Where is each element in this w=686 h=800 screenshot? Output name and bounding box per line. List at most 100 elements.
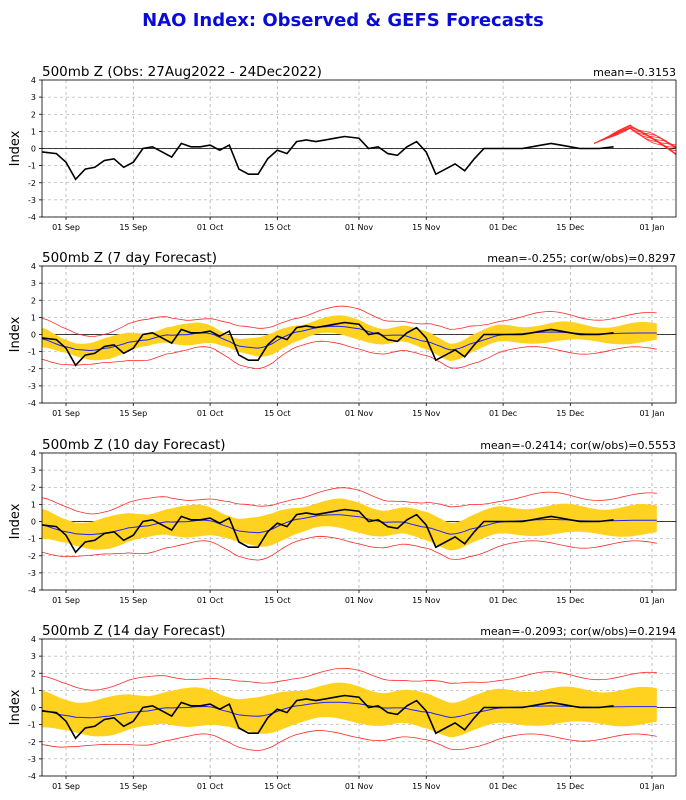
x-tick-label: 15 Oct [264, 782, 291, 791]
y-tick-label: -3 [28, 382, 36, 391]
x-tick-label: 15 Dec [556, 223, 584, 232]
y-tick-label: 2 [31, 110, 36, 119]
chart-panel-3: -4 -3 -2 -1 0 1 2 3 4 01 Sep 15 Sep 01 Oct 15 Oct 01 … [8, 437, 677, 605]
y-axis-label: Index [8, 689, 23, 725]
y-tick-label: -2 [28, 552, 36, 561]
x-tick-label: 01 Nov [345, 782, 374, 791]
y-tick-label: -4 [28, 772, 36, 781]
ensemble-max-line [42, 487, 657, 515]
y-tick-label: 1 [31, 313, 36, 322]
y-tick-label: -3 [28, 196, 36, 205]
y-tick-label: 0 [31, 145, 36, 154]
y-tick-label: 2 [31, 483, 36, 492]
x-tick-label: 15 Dec [556, 782, 584, 791]
x-tick-label: 01 Dec [489, 409, 517, 418]
x-tick-label: 15 Nov [412, 223, 441, 232]
x-tick-label: 01 Jan [639, 596, 664, 605]
forecast-mean-line [42, 514, 657, 536]
panel-title: 500mb Z (10 day Forecast) [42, 437, 226, 453]
spread-band [42, 315, 657, 362]
y-axis-label: Index [8, 130, 23, 166]
y-axis-label: Index [8, 316, 23, 352]
y-tick-label: -1 [28, 721, 36, 730]
x-tick-label: 01 Jan [639, 409, 664, 418]
panel-stat: mean=-0.3153 [593, 66, 676, 79]
forecast-mean-line [42, 325, 657, 352]
y-tick-label: 4 [31, 635, 36, 644]
x-tick-label: 15 Sep [119, 782, 147, 791]
ensemble-min-line [42, 535, 657, 561]
y-tick-label: 3 [31, 466, 36, 475]
y-tick-label: -1 [28, 162, 36, 171]
x-tick-label: 15 Dec [556, 409, 584, 418]
observed-line [42, 321, 614, 367]
y-tick-label: -4 [28, 399, 36, 408]
panel-stat: mean=-0.255; cor(w/obs)=0.8297 [487, 252, 676, 265]
x-tick-label: 01 Nov [345, 409, 374, 418]
y-tick-label: -2 [28, 738, 36, 747]
y-tick-label: 0 [31, 331, 36, 340]
y-tick-label: 3 [31, 93, 36, 102]
y-tick-label: -3 [28, 755, 36, 764]
y-tick-label: 0 [31, 518, 36, 527]
y-tick-label: 0 [31, 704, 36, 713]
plot-area [42, 124, 676, 181]
y-tick-label: -1 [28, 535, 36, 544]
panel-title: 500mb Z (7 day Forecast) [42, 250, 217, 266]
y-tick-label: 4 [31, 449, 36, 458]
y-tick-label: 2 [31, 669, 36, 678]
spread-band [42, 682, 657, 738]
x-tick-label: 01 Sep [52, 596, 80, 605]
x-tick-label: 01 Oct [197, 782, 224, 791]
chart-panel-1: -4 -3 -2 -1 0 1 2 3 4 01 Sep 15 Sep 01 Oct 15 Oct 01 … [8, 64, 677, 232]
panel-title: 500mb Z (Obs: 27Aug2022 - 24Dec2022) [42, 64, 322, 80]
x-tick-label: 01 Sep [52, 223, 80, 232]
observed-line [42, 694, 614, 740]
y-tick-label: -1 [28, 348, 36, 357]
panel-title: 500mb Z (14 day Forecast) [42, 623, 226, 639]
x-tick-label: 01 Dec [489, 223, 517, 232]
panel-stat: mean=-0.2093; cor(w/obs)=0.2194 [480, 625, 676, 638]
x-tick-label: 01 Oct [197, 223, 224, 232]
y-axis-label: Index [8, 503, 23, 539]
ensemble-min-line [42, 340, 657, 370]
y-tick-label: 4 [31, 262, 36, 271]
x-tick-label: 15 Sep [119, 223, 147, 232]
chart-panel-4: -4 -3 -2 -1 0 1 2 3 4 01 Sep 15 Sep 01 Oct 15 Oct 01 … [8, 623, 677, 791]
x-tick-label: 01 Dec [489, 782, 517, 791]
ensemble-min-line [42, 730, 657, 751]
x-tick-label: 01 Sep [52, 782, 80, 791]
x-tick-label: 01 Jan [639, 223, 664, 232]
x-tick-label: 15 Nov [412, 596, 441, 605]
y-tick-label: 3 [31, 279, 36, 288]
x-tick-label: 15 Sep [119, 409, 147, 418]
observed-line [42, 135, 614, 181]
x-tick-label: 15 Oct [264, 409, 291, 418]
x-tick-label: 01 Nov [345, 596, 374, 605]
page-title: NAO Index: Observed & GEFS Forecasts [142, 10, 544, 31]
y-tick-label: -2 [28, 365, 36, 374]
y-tick-label: -3 [28, 569, 36, 578]
x-tick-label: 15 Oct [264, 596, 291, 605]
x-tick-label: 01 Sep [52, 409, 80, 418]
y-tick-label: 1 [31, 500, 36, 509]
ensemble-max-line [42, 667, 657, 691]
x-tick-label: 15 Nov [412, 409, 441, 418]
ensemble-max-line [42, 305, 657, 337]
x-tick-label: 01 Dec [489, 596, 517, 605]
y-tick-label: 1 [31, 686, 36, 695]
x-tick-label: 15 Nov [412, 782, 441, 791]
chart-panel-2: -4 -3 -2 -1 0 1 2 3 4 01 Sep 15 Sep 01 Oct 15 Oct 01 … [8, 250, 677, 418]
x-tick-label: 15 Dec [556, 596, 584, 605]
y-tick-label: 1 [31, 127, 36, 136]
panel-stat: mean=-0.2414; cor(w/obs)=0.5553 [480, 439, 676, 452]
y-tick-label: 2 [31, 296, 36, 305]
y-tick-label: -2 [28, 179, 36, 188]
plot-area [42, 667, 657, 751]
ensemble-member-line [594, 125, 676, 146]
x-tick-label: 15 Oct [264, 223, 291, 232]
x-tick-label: 01 Jan [639, 782, 664, 791]
y-tick-label: 4 [31, 76, 36, 85]
plot-area [42, 487, 657, 561]
